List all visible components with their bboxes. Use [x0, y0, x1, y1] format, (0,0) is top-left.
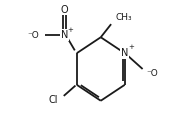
Text: N: N — [121, 48, 128, 58]
Text: ⁻O: ⁻O — [147, 69, 159, 78]
Text: N: N — [61, 30, 68, 40]
Text: ⁻O: ⁻O — [28, 31, 40, 40]
Text: +: + — [128, 44, 134, 50]
Text: O: O — [61, 5, 68, 15]
Text: CH₃: CH₃ — [116, 13, 132, 22]
Text: Cl: Cl — [49, 95, 58, 105]
Text: +: + — [68, 27, 74, 33]
